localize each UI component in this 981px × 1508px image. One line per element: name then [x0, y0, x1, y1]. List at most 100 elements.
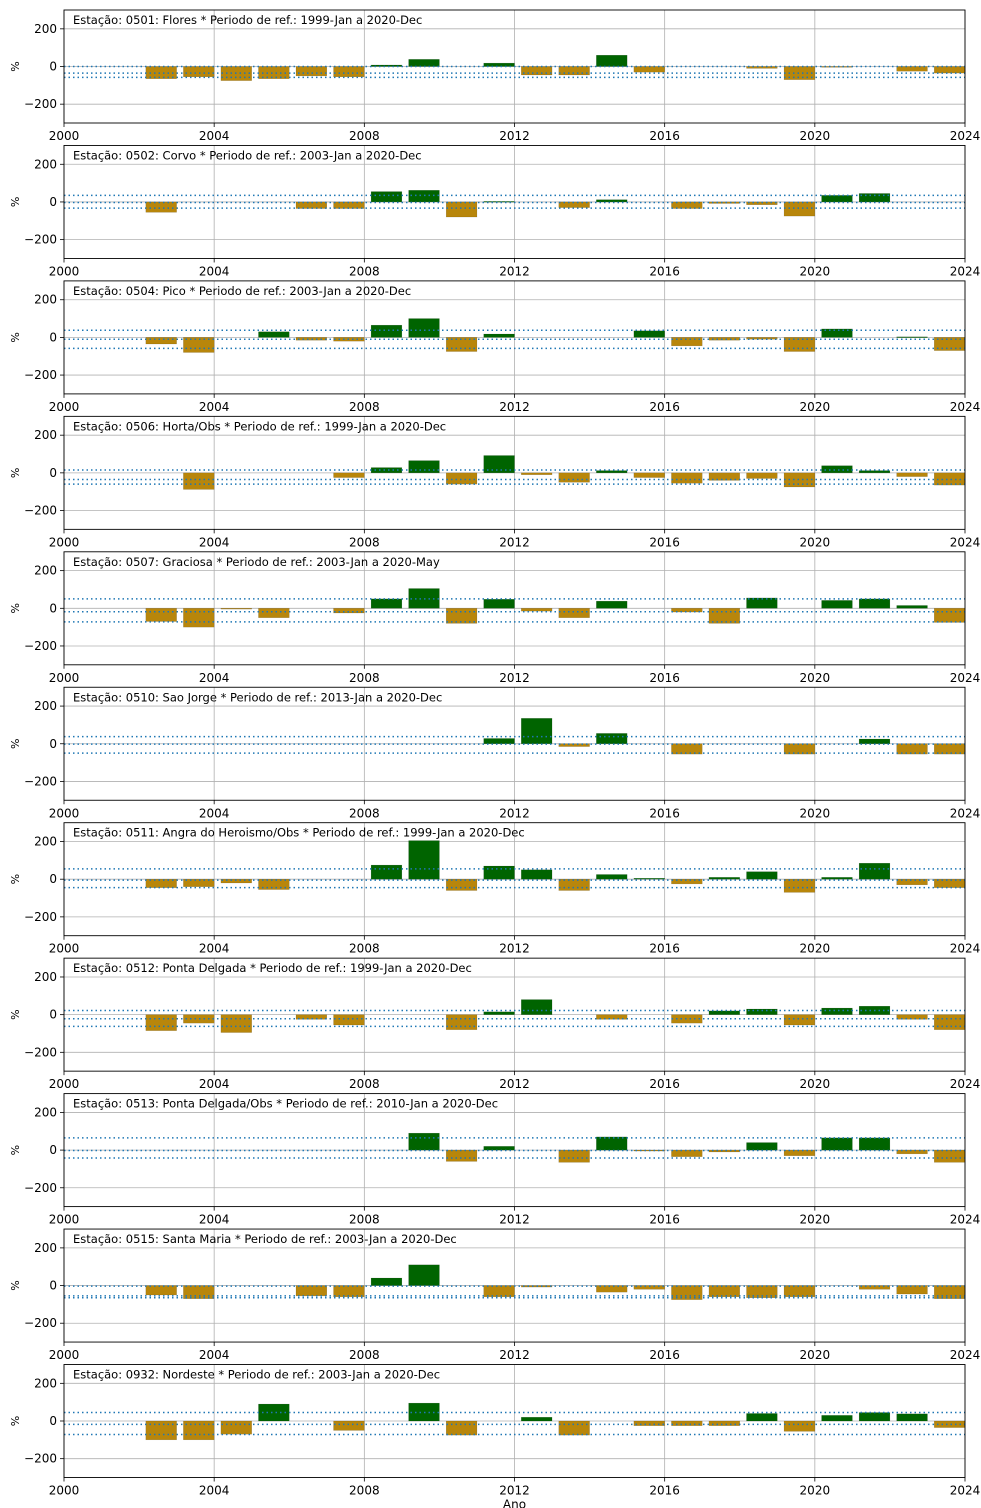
bar-2023 [896, 879, 928, 886]
bar-2007 [295, 201, 327, 209]
x-tick-label: 2012 [499, 129, 530, 143]
y-tick-label: 200 [34, 157, 57, 171]
bar-2022 [858, 738, 891, 744]
bar-2023 [896, 743, 928, 755]
bar-2020 [783, 1285, 816, 1298]
x-tick-label: 2012 [499, 1348, 530, 1362]
x-tick-label: 2004 [199, 1484, 230, 1498]
bar-2011 [445, 879, 478, 891]
bar-2010 [408, 59, 440, 67]
x-tick-label: 2016 [649, 1484, 680, 1498]
x-tick-label: 2024 [950, 129, 981, 143]
y-axis-label: % [9, 468, 22, 478]
bar-2021 [821, 328, 853, 338]
bar-2023 [896, 1149, 928, 1155]
bar-2017 [671, 472, 703, 484]
y-tick-label: −200 [24, 639, 57, 653]
panel-4-title: Estação: 0506: Horta/Obs * Periodo de re… [73, 419, 446, 433]
bar-2011 [445, 201, 478, 218]
y-tick-label: 0 [49, 1279, 57, 1293]
bar-2010 [408, 460, 440, 474]
bar-2007 [295, 1285, 327, 1297]
y-tick-label: 200 [34, 293, 57, 307]
y-axis-label: % [9, 1416, 22, 1426]
y-axis-label: % [9, 1280, 22, 1290]
bar-2008 [333, 472, 365, 478]
x-tick-label: 2016 [649, 806, 680, 820]
bar-2008 [333, 1420, 365, 1431]
panel-3-title: Estação: 0504: Pico * Periodo de ref.: 2… [73, 284, 411, 298]
bar-2015 [596, 470, 628, 474]
bar-2013 [521, 869, 553, 880]
bar-2013 [521, 472, 553, 475]
bar-2015 [596, 600, 628, 609]
bar-2022 [858, 862, 891, 880]
bar-2005 [220, 1014, 252, 1033]
bar-2021 [821, 1415, 853, 1422]
y-tick-label: −200 [24, 233, 57, 247]
bar-2022 [858, 1412, 891, 1422]
bar-2021 [821, 1007, 853, 1015]
x-tick-label: 2000 [49, 806, 80, 820]
y-tick-label: 0 [49, 466, 57, 480]
x-tick-label: 2000 [49, 535, 80, 549]
bar-2024 [934, 1285, 966, 1299]
y-tick-label: −200 [24, 1316, 57, 1330]
bar-2014 [558, 201, 590, 208]
bar-2011 [445, 1149, 478, 1162]
y-tick-label: 200 [34, 699, 57, 713]
x-tick-label: 2016 [649, 942, 680, 956]
bar-2012 [483, 333, 515, 338]
bar-2014 [558, 1149, 590, 1163]
bar-2014 [558, 879, 590, 891]
x-axis-label: Ano [503, 1498, 526, 1508]
bar-2023 [896, 1285, 928, 1295]
x-tick-label: 2016 [649, 129, 680, 143]
y-tick-label: −200 [24, 1181, 57, 1195]
bar-2018 [708, 608, 740, 624]
x-tick-label: 2020 [800, 129, 831, 143]
bar-2010 [408, 1264, 440, 1286]
bar-2018 [708, 1010, 740, 1015]
y-axis-label: % [9, 332, 22, 342]
bar-2004 [183, 1420, 215, 1441]
bar-2004 [183, 1014, 215, 1024]
x-tick-label: 2008 [349, 671, 380, 685]
bar-2014 [558, 608, 590, 618]
bar-2009 [370, 598, 403, 609]
panel-5-title: Estação: 0507: Graciosa * Periodo de ref… [73, 555, 440, 569]
x-tick-label: 2020 [800, 671, 831, 685]
bar-2012 [483, 738, 515, 744]
x-tick-label: 2012 [499, 806, 530, 820]
bar-2011 [445, 337, 478, 352]
y-axis-label: % [9, 603, 22, 613]
bar-2019 [746, 597, 778, 609]
x-tick-label: 2008 [349, 1348, 380, 1362]
bar-2019 [746, 871, 778, 880]
bar-2016 [633, 1420, 665, 1426]
x-tick-label: 2000 [49, 1077, 80, 1091]
x-tick-label: 2008 [349, 1077, 380, 1091]
x-tick-label: 2024 [950, 942, 981, 956]
bar-2023 [896, 66, 928, 72]
x-tick-label: 2008 [349, 129, 380, 143]
y-tick-label: 200 [34, 970, 57, 984]
bar-2022 [858, 1137, 891, 1151]
bar-2007 [295, 66, 327, 77]
bar-2021 [821, 465, 853, 474]
bar-2006 [258, 331, 290, 338]
bar-2012 [483, 1285, 515, 1298]
panel-6-title: Estação: 0510: Sao Jorge * Periodo de re… [73, 690, 442, 704]
bar-2014 [558, 743, 590, 747]
bar-2007 [295, 337, 327, 341]
bar-2022 [858, 470, 891, 474]
x-tick-label: 2020 [800, 1484, 831, 1498]
x-tick-label: 2024 [950, 1077, 981, 1091]
y-tick-label: 0 [49, 195, 57, 209]
bar-2006 [258, 879, 290, 890]
bar-2016 [633, 878, 665, 880]
bar-2023 [896, 472, 928, 477]
bar-2008 [333, 1285, 365, 1298]
x-tick-label: 2012 [499, 1213, 530, 1227]
